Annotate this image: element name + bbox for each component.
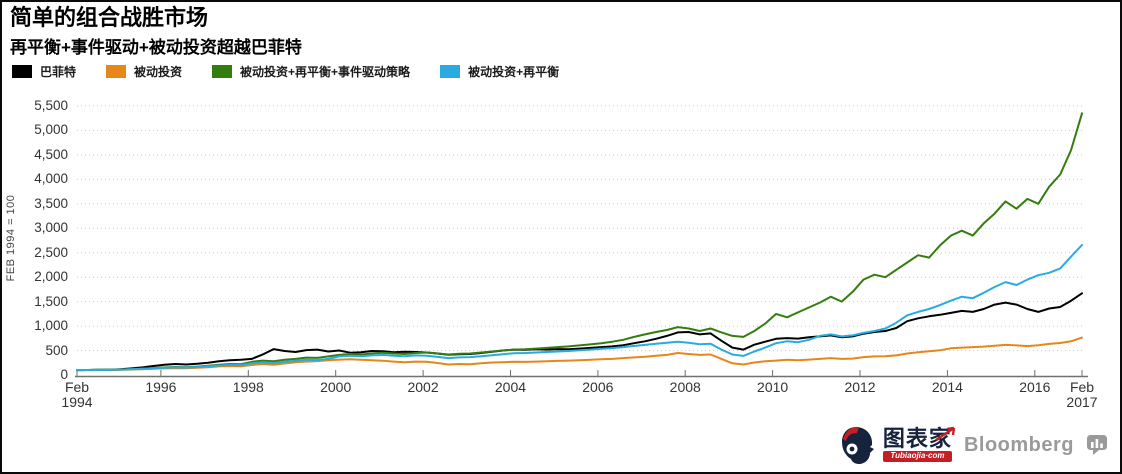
x-tick-label: 2010	[757, 379, 789, 395]
series-line-1	[76, 336, 1083, 372]
y-tick-label: 1,000	[34, 318, 68, 334]
chart-bubble-icon	[1087, 435, 1107, 455]
y-axis-title: FEB 1994 = 100	[5, 194, 17, 282]
legend-label: 被动投资	[134, 65, 183, 79]
legend-item-2: 被动投资+再平衡+事件驱动策略	[212, 63, 410, 80]
series-line-0	[76, 292, 1083, 372]
x-tick-label: 2000	[320, 379, 352, 395]
tubiaojia-name: 图表家	[882, 425, 952, 451]
legend-item-1: 被动投资	[106, 63, 182, 80]
x-tick-label: 1998	[232, 379, 264, 395]
page-subtitle: 再平衡+事件驱动+被动投资超越巴菲特	[10, 38, 302, 57]
y-tick-label: 1,500	[34, 293, 68, 309]
x-tick-label: 1996	[145, 379, 177, 395]
y-tick-label: 2,000	[34, 269, 68, 285]
y-tick-label: 500	[45, 342, 68, 358]
x-tick-label: 2002	[407, 379, 439, 395]
x-tick-label: 2004	[494, 379, 527, 395]
y-tick-label: 5,500	[34, 98, 68, 113]
legend-label: 巴菲特	[40, 65, 77, 79]
y-tick-label: 3,500	[34, 195, 68, 211]
legend-label: 被动投资+再平衡	[468, 65, 560, 79]
y-tick-label: 2,500	[34, 244, 68, 260]
legend-swatch	[440, 65, 461, 78]
legend-swatch	[106, 65, 127, 78]
tubiaojia-logo: 图表家 Tubiaojia·com	[839, 424, 956, 466]
legend-swatch	[12, 65, 32, 78]
footer-logos: 图表家 Tubiaojia·com Bloomberg	[839, 424, 1108, 466]
legend-label: 被动投资+再平衡+事件驱动策略	[240, 65, 411, 79]
y-tick-label: 5,000	[34, 122, 68, 138]
x-tick-label: 2016	[1019, 379, 1051, 395]
series-line-3	[76, 243, 1083, 372]
x-tick-label: 2014	[931, 379, 963, 395]
x-tick-label: 2012	[844, 379, 876, 395]
legend-swatch	[212, 65, 233, 78]
page-title: 简单的组合战胜市场	[10, 5, 209, 30]
legend: 巴菲特 被动投资 被动投资+再平衡+事件驱动策略 被动投资+再平衡	[12, 63, 559, 80]
y-tick-label: 4,500	[34, 146, 68, 162]
bloomberg-wordmark: Bloomberg	[963, 433, 1074, 456]
tubiaojia-domain: Tubiaojia·com	[882, 450, 952, 463]
y-tick-label: 0	[60, 367, 68, 382]
x-tick-label: 2006	[582, 379, 614, 395]
y-tick-label: 4,000	[34, 171, 68, 187]
y-tick-label: 3,000	[34, 220, 68, 236]
legend-item-3: 被动投资+再平衡	[440, 63, 559, 80]
tubiaojia-head-icon	[841, 426, 874, 464]
x-tick-label: Feb 2017	[1066, 379, 1098, 411]
x-tick-label: Feb 1994	[61, 379, 93, 411]
series-line-2	[76, 112, 1083, 372]
tubiaojia-arrow-icon	[935, 426, 956, 441]
tubiaojia-text-block: 图表家 Tubiaojia·com	[882, 425, 956, 463]
x-tick-label: 2008	[669, 379, 701, 395]
legend-item-0: 巴菲特	[12, 63, 76, 80]
